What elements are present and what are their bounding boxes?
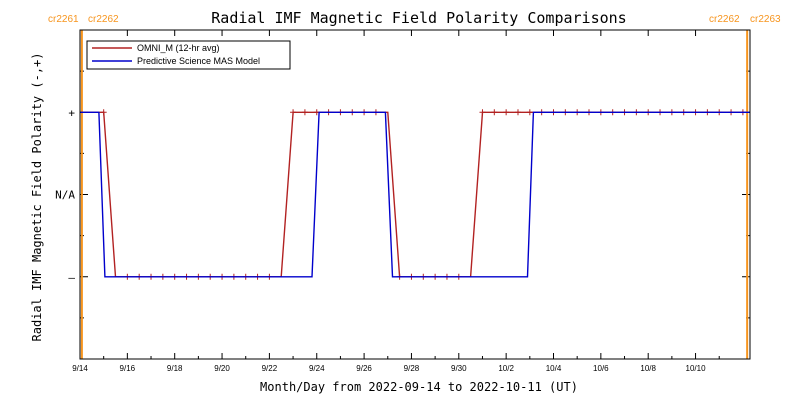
x-tick-label-6: 9/26 bbox=[356, 364, 372, 373]
cr-marker-left-label-1: cr2261 bbox=[48, 14, 79, 25]
y-axis-label: Radial IMF Magnetic Field Polarity (-,+) bbox=[30, 53, 44, 342]
x-axis-label: Month/Day from 2022-09-14 to 2022-10-11 … bbox=[260, 380, 578, 394]
x-tick-label-9: 10/2 bbox=[498, 364, 514, 373]
x-tick-label-12: 10/8 bbox=[640, 364, 656, 373]
cr-marker-right-label-1: cr2262 bbox=[709, 14, 740, 25]
legend-label-omni: OMNI_M (12-hr avg) bbox=[137, 43, 220, 53]
series-0-point bbox=[290, 109, 297, 116]
series-0-point bbox=[479, 109, 486, 116]
plot-frame bbox=[79, 29, 751, 360]
carrington-markers bbox=[80, 30, 749, 359]
x-tick-label-2: 9/18 bbox=[167, 364, 183, 373]
series-0-point bbox=[491, 109, 498, 116]
x-ticks bbox=[79, 30, 720, 359]
x-tick-labels: 9/14 9/16 9/18 9/20 9/22 9/24 9/26 9/28 9/30 10/2… bbox=[72, 364, 706, 373]
y-tick-label-2: – bbox=[68, 271, 75, 284]
series-0-point bbox=[301, 109, 308, 116]
legend-label-mas: Predictive Science MAS Model bbox=[137, 56, 260, 66]
series-line-0 bbox=[80, 111, 743, 278]
cr-marker-right-label-2: cr2263 bbox=[750, 14, 781, 25]
y-tick-labels: + N/A – bbox=[55, 106, 75, 284]
series-line-1 bbox=[80, 111, 750, 278]
x-tick-label-11: 10/6 bbox=[593, 364, 609, 373]
x-tick-label-5: 9/24 bbox=[309, 364, 325, 373]
x-tick-label-0: 9/14 bbox=[72, 364, 88, 373]
series-0-point bbox=[503, 109, 510, 116]
x-tick-label-13: 10/10 bbox=[686, 364, 707, 373]
y-tick-label-0: + bbox=[68, 106, 75, 119]
chart-title: Radial IMF Magnetic Field Polarity Compa… bbox=[211, 9, 626, 27]
x-tick-label-1: 9/16 bbox=[120, 364, 136, 373]
legend-box bbox=[86, 40, 291, 70]
series-0-point bbox=[100, 109, 107, 116]
y-tick-label-1: N/A bbox=[55, 189, 75, 202]
series-0-point bbox=[514, 109, 521, 116]
x-tick-label-7: 9/28 bbox=[404, 364, 420, 373]
x-tick-label-3: 9/20 bbox=[214, 364, 230, 373]
y-ticks bbox=[80, 70, 750, 319]
series-0-point bbox=[526, 109, 533, 116]
legend: OMNI_M (12-hr avg) Predictive Science MA… bbox=[86, 40, 291, 70]
x-tick-label-8: 9/30 bbox=[451, 364, 467, 373]
x-tick-label-10: 10/4 bbox=[546, 364, 562, 373]
series-layer bbox=[80, 109, 750, 280]
cr-marker-left-label-2: cr2262 bbox=[88, 14, 119, 25]
x-tick-label-4: 9/22 bbox=[262, 364, 278, 373]
